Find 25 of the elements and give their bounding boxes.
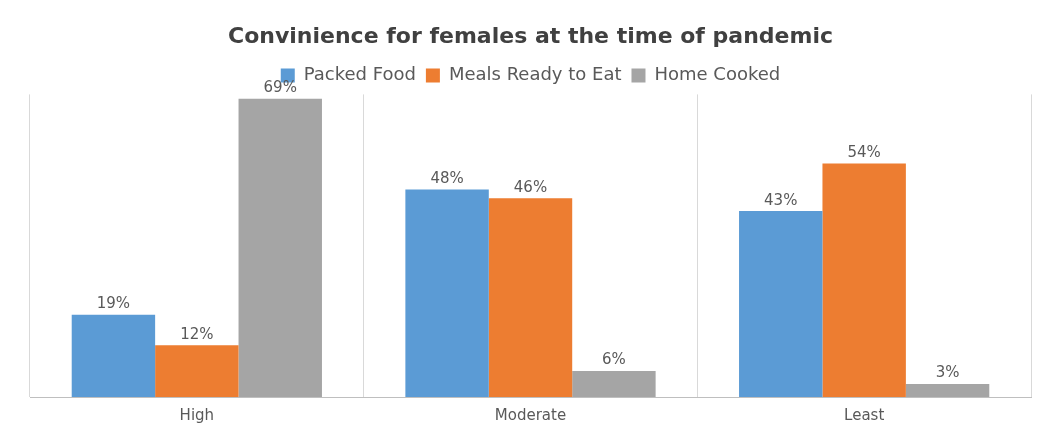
bar — [905, 384, 990, 397]
data-label: 48% — [430, 168, 464, 187]
data-label: 6% — [602, 350, 626, 369]
data-label: 3% — [935, 363, 960, 382]
data-label: 19% — [96, 294, 131, 313]
bar — [739, 211, 823, 397]
data-label: 46% — [513, 177, 548, 196]
data-label: 69% — [263, 78, 297, 97]
bar — [572, 371, 656, 397]
x-tick-label: Least — [844, 405, 885, 424]
bar — [822, 163, 906, 397]
x-tick-label: High — [179, 405, 215, 424]
bar — [155, 345, 239, 397]
data-label: 43% — [764, 190, 798, 209]
legend-label: Packed Food — [303, 63, 416, 85]
bar — [488, 198, 573, 397]
x-tick-label: Moderate — [494, 405, 567, 424]
bar — [71, 314, 156, 397]
legend-label: Home Cooked — [654, 63, 781, 85]
legend-label: Meals Ready to Eat — [448, 63, 622, 85]
data-label: 12% — [180, 324, 214, 343]
data-label: 54% — [847, 142, 881, 161]
bar — [405, 189, 489, 397]
chart-title: Convinience for females at the time of pandemic — [228, 22, 833, 48]
bar — [238, 98, 322, 397]
